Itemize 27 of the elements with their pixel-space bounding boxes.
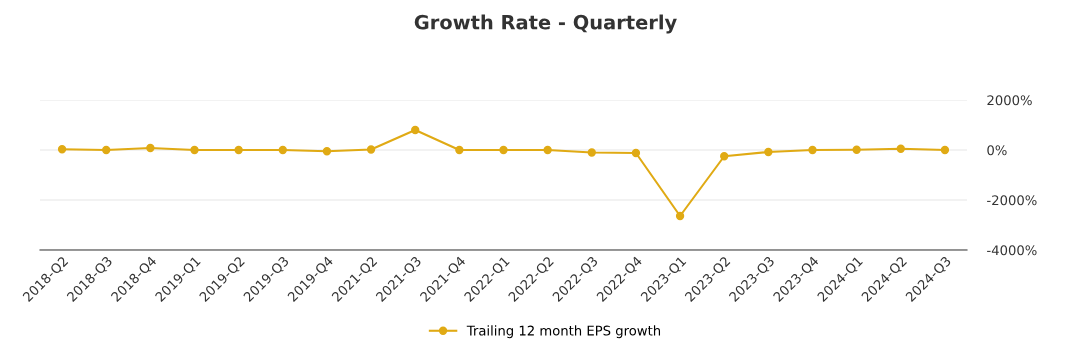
y-tick-label: 0% (987, 145, 1007, 156)
point (102, 145, 111, 155)
point (675, 211, 685, 221)
y-tick-label: -2000% (987, 195, 1037, 206)
point (587, 148, 596, 157)
point (808, 145, 817, 155)
point (366, 145, 376, 154)
point (455, 145, 464, 155)
legend-label: Trailing 12 month EPS growth (466, 325, 661, 339)
point (322, 147, 332, 156)
point (720, 152, 729, 161)
point (57, 145, 67, 154)
point (940, 145, 950, 155)
point (411, 125, 420, 135)
point (278, 145, 287, 155)
point (543, 145, 552, 155)
point (764, 147, 773, 157)
y-tick-label: 2000% (987, 95, 1032, 106)
point (499, 145, 508, 155)
point (896, 144, 905, 153)
point (146, 143, 155, 153)
point (234, 145, 243, 155)
y-tick-label: -4000% (987, 245, 1037, 256)
point (631, 148, 641, 158)
point (190, 145, 199, 155)
point (852, 145, 861, 154)
chart-title: Growth Rate - Quarterly (414, 14, 677, 34)
